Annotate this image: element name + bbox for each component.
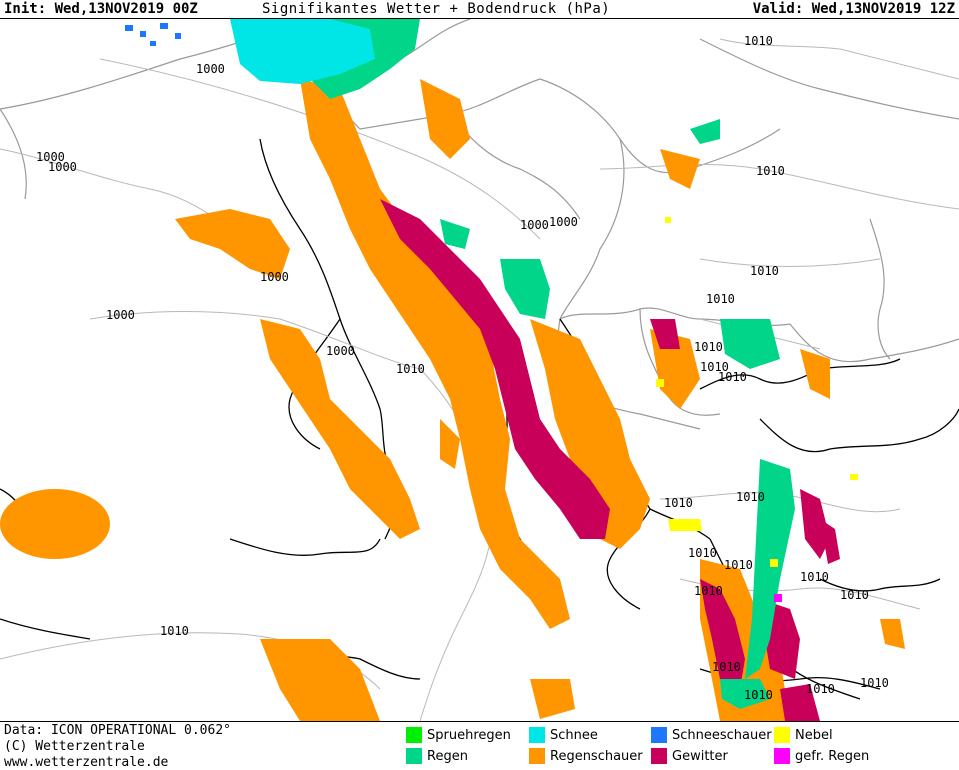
isobar-label: 1000	[36, 150, 65, 164]
isobar-label: 1010	[724, 558, 753, 572]
legend-item-regen: Regen	[406, 748, 468, 764]
isobar-label: 1010	[712, 660, 741, 674]
isobar-label: 1010	[694, 340, 723, 354]
isobar-label: 1010	[806, 682, 835, 696]
legend-swatch	[774, 727, 790, 743]
isobar-label: 1010	[664, 496, 693, 510]
isobar-label: 1010	[694, 584, 723, 598]
legend-swatch	[651, 727, 667, 743]
isobar-label: 1010	[756, 164, 785, 178]
map-canvas: 1010 1000 1000 1000 1000 1000 1010 1000 …	[0, 19, 959, 721]
isobar-label: 1010	[750, 264, 779, 278]
legend-swatch	[651, 748, 667, 764]
isobar-label: 1010	[744, 688, 773, 702]
isobar-label: 1010	[800, 570, 829, 584]
precip-gefr-regen	[774, 594, 782, 602]
isobar-label: 1010	[706, 292, 735, 306]
legend-item-regenschauer: Regenschauer	[529, 748, 643, 764]
isobar-label: 1000	[48, 160, 77, 174]
isobar-label: 1010	[744, 34, 773, 48]
isobar-label: 1010	[396, 362, 425, 376]
isobar-label: 1000	[260, 270, 289, 284]
init-time: Init: Wed,13NOV2019 00Z	[4, 1, 198, 17]
legend-label: Schneeschauer	[672, 727, 772, 743]
precip-nebel	[656, 217, 858, 567]
legend-label: gefr. Regen	[795, 748, 870, 764]
data-source: Data: ICON OPERATIONAL 0.062°	[4, 723, 231, 738]
legend-swatch	[406, 727, 422, 743]
isobar-label: 1000	[326, 344, 355, 358]
valid-time: Valid: Wed,13NOV2019 12Z	[752, 1, 955, 17]
isobar-label: 1000	[520, 218, 549, 232]
legend-label: Regenschauer	[550, 748, 643, 764]
legend-item-schneeschauer: Schneeschauer	[651, 727, 772, 743]
precip-schneeschauer	[125, 23, 181, 46]
legend-item-gewitter: Gewitter	[651, 748, 728, 764]
isobar-lines	[0, 38, 959, 721]
isobar-label: 1010	[736, 490, 765, 504]
isobar-label: 1010	[718, 370, 747, 384]
isobar-label: 1010	[688, 546, 717, 560]
website: www.wetterzentrale.de	[4, 755, 169, 770]
copyright: (C) Wetterzentrale	[4, 739, 145, 754]
legend-swatch	[774, 748, 790, 764]
legend-item-schnee: Schnee	[529, 727, 598, 743]
map-area: 1010 1000 1000 1000 1000 1000 1010 1000 …	[0, 18, 959, 722]
legend-label: Regen	[427, 748, 468, 764]
legend-swatch	[529, 727, 545, 743]
legend-label: Schnee	[550, 727, 598, 743]
isobar-label: 1010	[860, 676, 889, 690]
legend-item-gefr-regen: gefr. Regen	[774, 748, 869, 764]
isobar-label: 1000	[196, 62, 225, 76]
precip-regenschauer	[0, 79, 905, 721]
map-title: Signifikantes Wetter + Bodendruck (hPa)	[262, 1, 611, 17]
isobar-label: 1000	[549, 215, 578, 229]
legend-label: Spruehregen	[427, 727, 511, 743]
legend-label: Gewitter	[672, 748, 728, 764]
legend-item-nebel: Nebel	[774, 727, 833, 743]
isobar-label: 1010	[160, 624, 189, 638]
legend-item-spruehregen: Spruehregen	[406, 727, 511, 743]
footer: Data: ICON OPERATIONAL 0.062° (C) Wetter…	[0, 721, 959, 770]
legend-label: Nebel	[795, 727, 833, 743]
precip-schnee	[230, 19, 375, 84]
isobar-label: 1010	[840, 588, 869, 602]
isobar-labels: 1010 1000 1000 1000 1000 1000 1010 1000 …	[36, 34, 889, 702]
legend-swatch	[406, 748, 422, 764]
isobar-label: 1010	[700, 360, 729, 374]
legend-swatch	[529, 748, 545, 764]
isobar-label: 1000	[106, 308, 135, 322]
